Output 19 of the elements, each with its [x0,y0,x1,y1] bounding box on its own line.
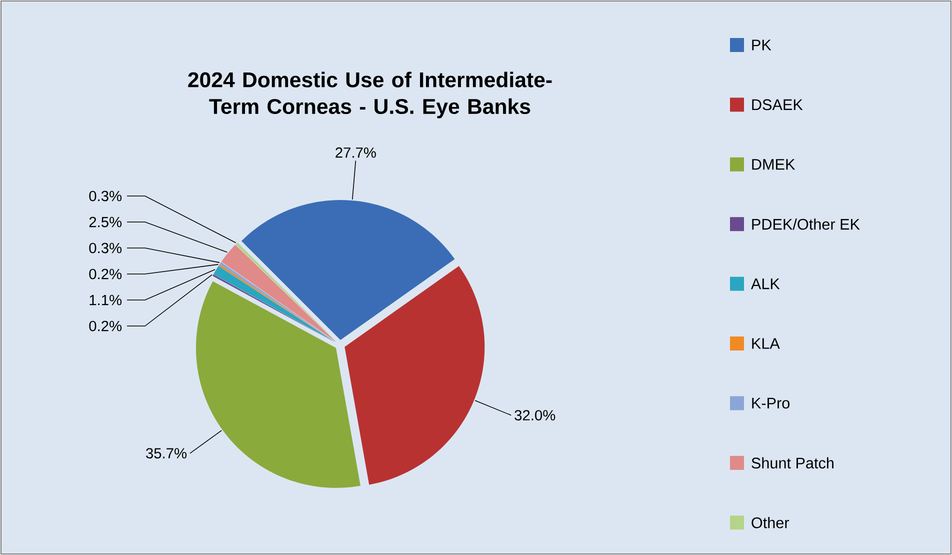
data-label: 35.7% [146,448,187,458]
legend-label: PDEK/Other EK [752,218,860,230]
data-label: 2.5% [89,216,122,228]
data-label: 1.1% [90,294,122,306]
text: 2024 Domestic Use of Intermediate-Term Corneas - U.S. Eye Banks [188,72,552,118]
data-label: 0.3% [89,190,122,202]
legend-label: KLA [752,338,780,349]
data-label: 32.0% [514,410,556,420]
legend-label: Other [752,516,790,528]
legend-label: DMEK [752,159,796,170]
data-label: 0.3% [89,242,122,254]
data-label: 0.2% [89,320,122,332]
legend-label: K-Pro [752,398,790,409]
legend-label: PK [752,40,772,50]
legend-label: DSAEK [752,99,803,110]
legend-label: ALK [750,278,780,290]
data-label: 27.7% [336,147,376,158]
legend-label: Shunt Patch [752,457,834,469]
data-label: 0.2% [89,268,122,280]
